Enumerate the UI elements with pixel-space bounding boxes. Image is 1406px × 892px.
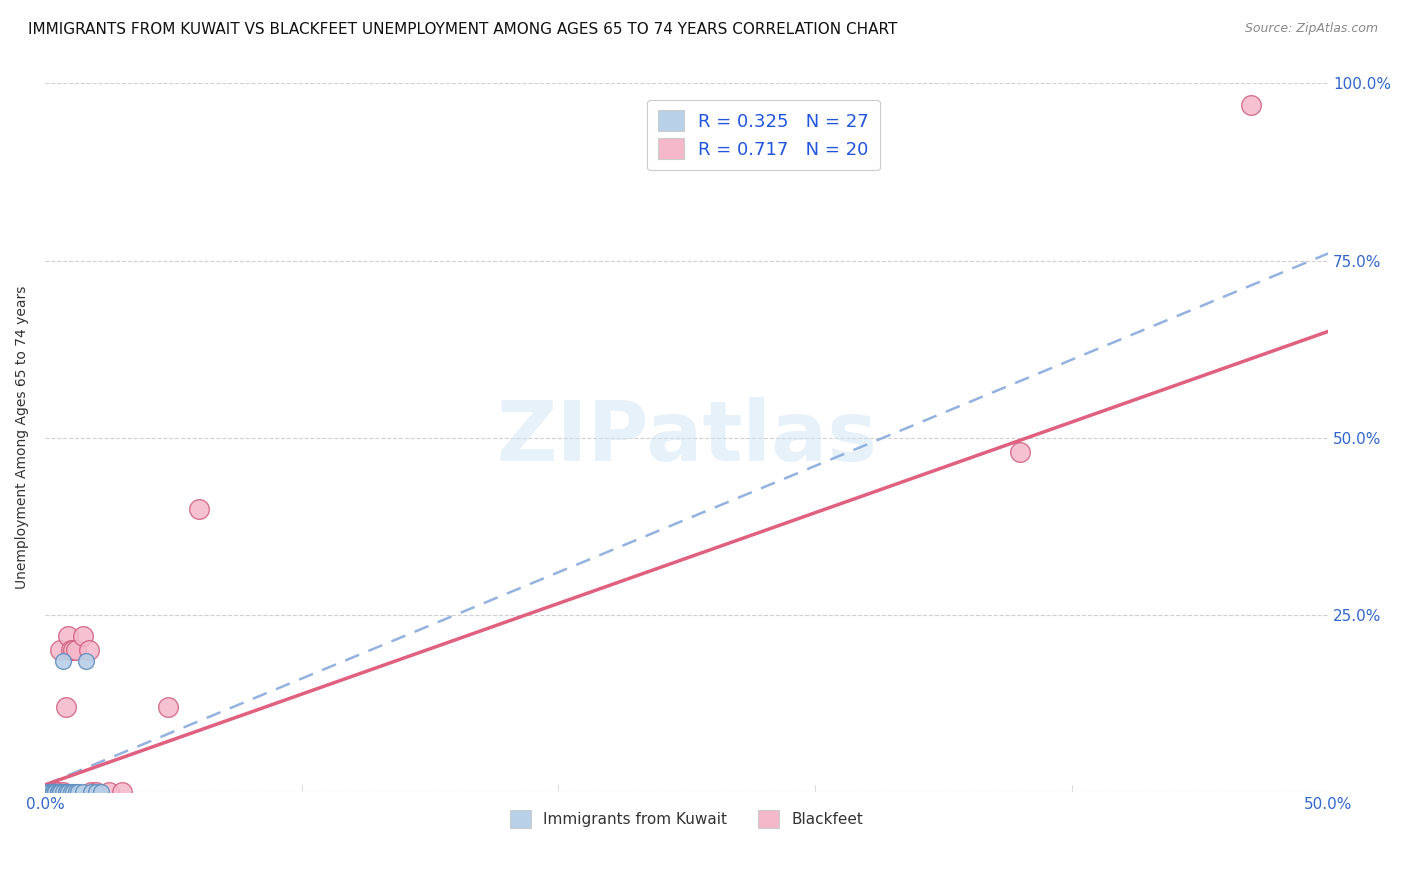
Point xyxy=(46,785,69,799)
Text: IMMIGRANTS FROM KUWAIT VS BLACKFEET UNEMPLOYMENT AMONG AGES 65 TO 74 YEARS CORRE: IMMIGRANTS FROM KUWAIT VS BLACKFEET UNEM… xyxy=(28,22,897,37)
Point xyxy=(98,785,121,799)
Point xyxy=(49,785,72,799)
Point xyxy=(80,785,103,799)
Point xyxy=(41,785,63,799)
Point xyxy=(55,700,77,714)
Point xyxy=(46,785,69,799)
Point xyxy=(65,785,87,799)
Point xyxy=(84,785,107,799)
Point xyxy=(52,785,75,799)
Point xyxy=(55,785,77,799)
Text: ZIPatlas: ZIPatlas xyxy=(496,397,877,478)
Point xyxy=(49,643,72,657)
Point xyxy=(62,785,84,799)
Point xyxy=(72,629,94,643)
Point xyxy=(1240,97,1263,112)
Point xyxy=(44,785,66,799)
Point xyxy=(41,785,63,799)
Point xyxy=(44,785,66,799)
Point xyxy=(67,785,90,799)
Point xyxy=(188,501,211,516)
Point xyxy=(44,785,66,799)
Point xyxy=(62,643,84,657)
Point xyxy=(84,785,107,799)
Text: Source: ZipAtlas.com: Source: ZipAtlas.com xyxy=(1244,22,1378,36)
Point xyxy=(52,654,75,668)
Point xyxy=(49,785,72,799)
Point xyxy=(39,785,62,799)
Point xyxy=(75,654,97,668)
Point xyxy=(111,785,134,799)
Point xyxy=(80,785,103,799)
Point xyxy=(56,629,79,643)
Point xyxy=(41,785,63,799)
Point xyxy=(90,785,112,799)
Point xyxy=(39,785,62,799)
Point xyxy=(46,785,69,799)
Y-axis label: Unemployment Among Ages 65 to 74 years: Unemployment Among Ages 65 to 74 years xyxy=(15,286,30,590)
Point xyxy=(59,643,82,657)
Point xyxy=(56,785,79,799)
Legend: Immigrants from Kuwait, Blackfeet: Immigrants from Kuwait, Blackfeet xyxy=(503,804,869,834)
Point xyxy=(41,785,63,799)
Point xyxy=(157,700,180,714)
Point xyxy=(65,643,87,657)
Point xyxy=(44,785,66,799)
Point xyxy=(59,785,82,799)
Point xyxy=(52,785,75,799)
Point xyxy=(55,785,77,799)
Point xyxy=(72,785,94,799)
Point xyxy=(37,785,59,799)
Point xyxy=(1010,445,1032,459)
Point xyxy=(77,643,100,657)
